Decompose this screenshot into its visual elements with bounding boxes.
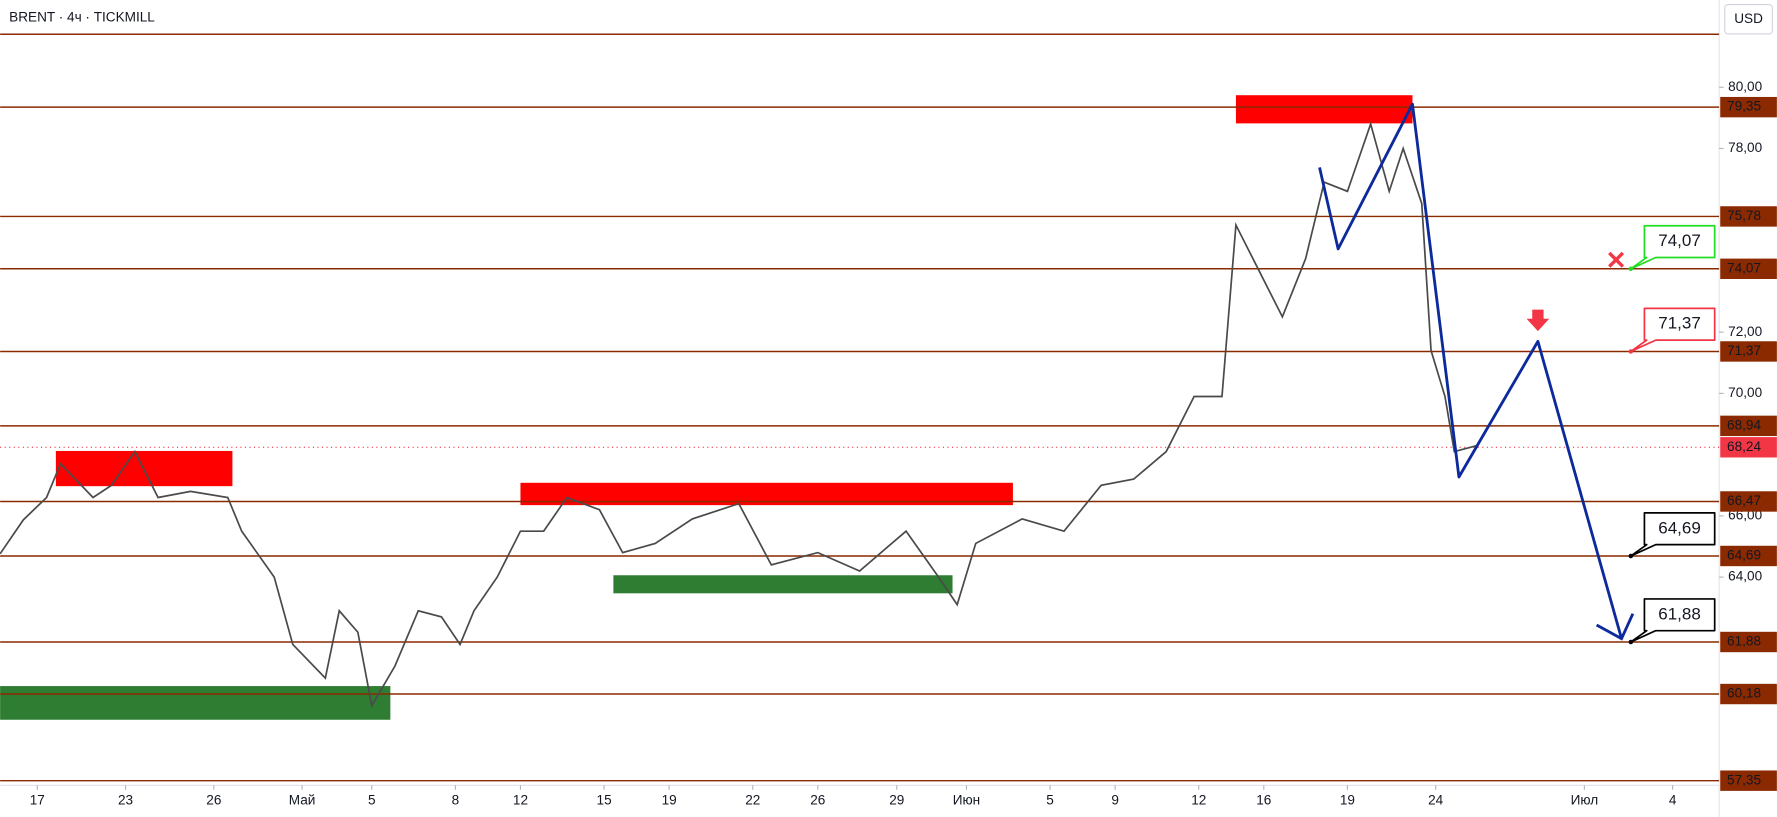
- x-tick-label: 5: [1046, 793, 1054, 808]
- level-label-box: [1720, 206, 1777, 227]
- callout-label: 64,69: [1658, 518, 1701, 537]
- level-label-box: [1720, 415, 1777, 437]
- callout-box: [1629, 224, 1716, 270]
- price-line: [0, 121, 1478, 709]
- level-label-box: [1720, 341, 1777, 362]
- x-tick-label: 15: [597, 793, 612, 808]
- callout-box: [1629, 598, 1716, 643]
- zone: [613, 575, 953, 594]
- x-tick-label: 22: [745, 793, 760, 808]
- level-label-box: [1720, 683, 1777, 705]
- x-tick-label: 8: [452, 793, 460, 808]
- x-tick-label: 29: [889, 793, 904, 808]
- x-tick-label: Июл: [1571, 793, 1599, 808]
- x-tick-label: Июн: [953, 793, 980, 808]
- chart-title: BRENT · 4ч · TICKMILL: [9, 10, 155, 25]
- x-tick-label: 24: [1428, 793, 1444, 808]
- zone: [520, 482, 1013, 506]
- callout-label: 61,88: [1658, 604, 1701, 623]
- y-tick-label: 80,00: [1728, 79, 1762, 94]
- currency-box[interactable]: [1724, 3, 1773, 35]
- projection-path: [1318, 102, 1623, 640]
- y-tick-label: 64,00: [1728, 569, 1762, 584]
- callout-point: [1628, 639, 1634, 645]
- level-label: 75,78: [1727, 208, 1761, 223]
- level-label: 71,37: [1727, 343, 1761, 358]
- level-label-box: [1720, 96, 1777, 118]
- callout-label: 71,37: [1658, 314, 1701, 333]
- currency: USD: [1734, 11, 1763, 26]
- x-tick-label: 12: [513, 793, 528, 808]
- callout-box: [1629, 512, 1716, 557]
- level-label: 60,18: [1727, 686, 1761, 701]
- x-tick-label: 9: [1111, 793, 1119, 808]
- level-label: 64,69: [1727, 548, 1761, 563]
- x-tick-label: 5: [368, 793, 376, 808]
- level-label: 74,07: [1727, 260, 1761, 275]
- y-tick-label: 78,00: [1728, 140, 1762, 155]
- level-label: 61,88: [1727, 634, 1761, 649]
- x-tick-label: 19: [1340, 793, 1355, 808]
- level-label-box: [1720, 258, 1777, 279]
- last-price-box: [1720, 437, 1777, 458]
- level-label-box: [1720, 631, 1777, 653]
- last-price-label: 68,24: [1727, 439, 1761, 454]
- level-label: 68,94: [1727, 417, 1761, 432]
- x-tick-label: 23: [118, 793, 133, 808]
- sell-arrow: [1526, 309, 1550, 332]
- x-tick-label: 26: [206, 793, 221, 808]
- callout-box: [1629, 307, 1716, 353]
- level-label-box: [1720, 545, 1777, 567]
- callout-point: [1628, 349, 1634, 354]
- level-label-box: [1720, 491, 1777, 512]
- callout-point: [1628, 553, 1634, 559]
- x-tick-label: 26: [810, 793, 825, 808]
- zone: [0, 686, 391, 720]
- x-tick-label: 4: [1669, 793, 1677, 808]
- x-tick-label: 16: [1256, 793, 1271, 808]
- y-tick-label: 70,00: [1728, 385, 1762, 400]
- projection-arrowhead: [1595, 613, 1635, 641]
- x-tick-label: 17: [30, 793, 45, 808]
- x-tick-label: 19: [662, 793, 677, 808]
- level-label-box: [1720, 770, 1777, 791]
- level-label: 66,47: [1727, 493, 1761, 508]
- stop-cross: [1608, 251, 1625, 268]
- x-tick-label: Май: [289, 793, 316, 808]
- callout-label: 74,07: [1658, 231, 1701, 250]
- x-tick-label: 12: [1191, 793, 1206, 808]
- level-label: 57,35: [1727, 772, 1761, 787]
- y-tick-label: 72,00: [1728, 324, 1762, 339]
- callout-point: [1628, 266, 1634, 272]
- zone: [1235, 95, 1413, 124]
- level-label: 79,35: [1727, 99, 1761, 114]
